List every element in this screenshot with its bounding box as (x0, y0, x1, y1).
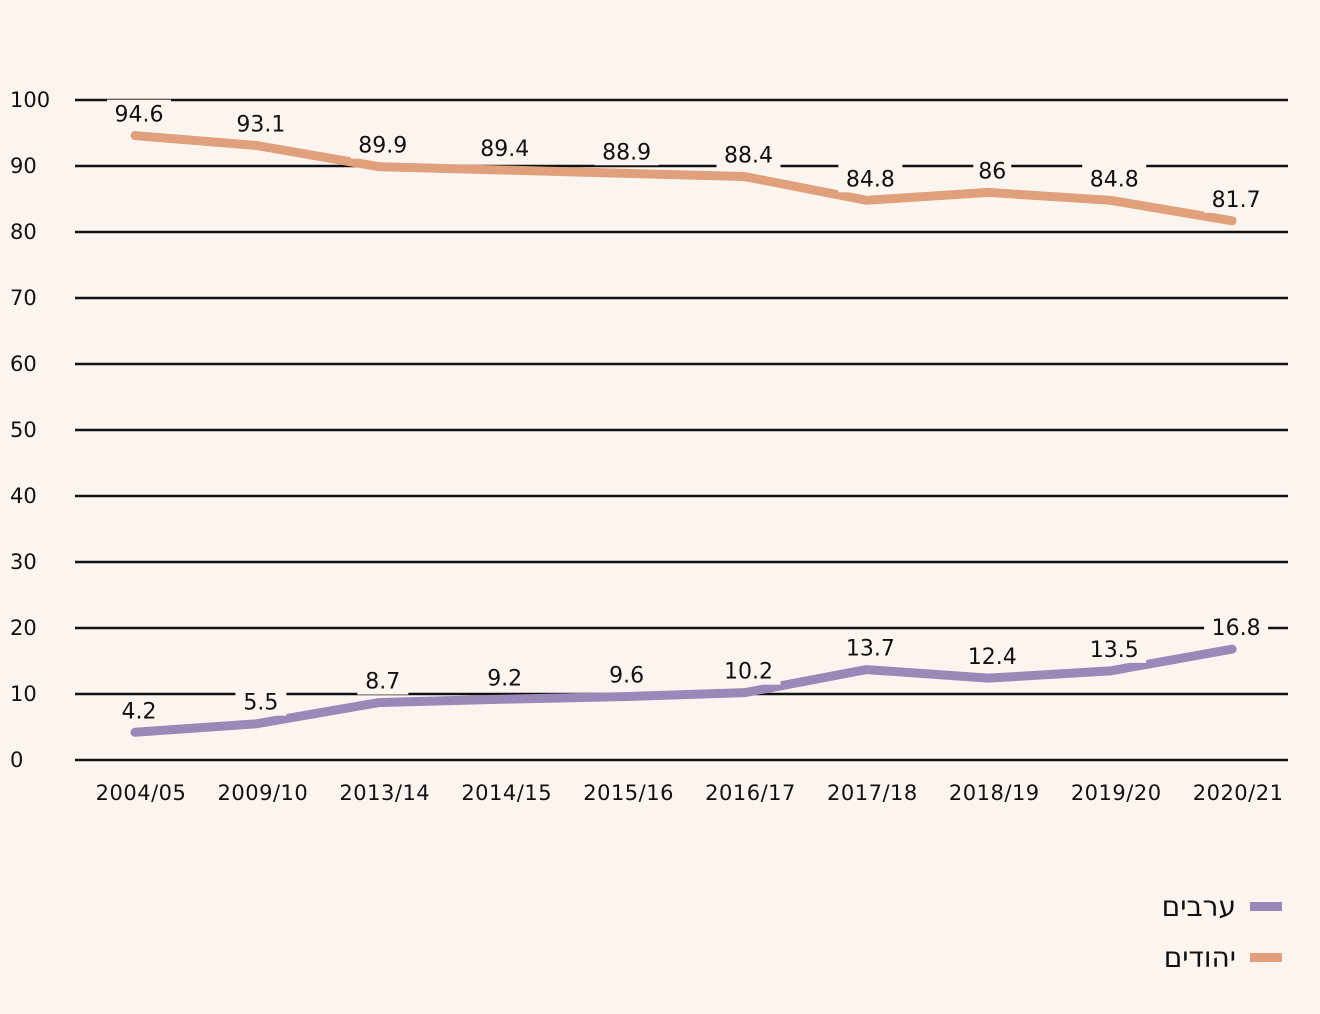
data-label: 13.5 (1090, 638, 1139, 663)
data-label-bg (960, 642, 1025, 671)
y-axis-ticks: 0 10 20 30 40 50 60 70 80 90 100 (10, 88, 50, 772)
y-tick-label: 50 (10, 418, 37, 442)
series-line-1 (130, 644, 1237, 737)
series-lines (130, 131, 1237, 737)
data-label: 9.2 (487, 666, 522, 691)
data-label: 16.8 (1212, 616, 1261, 641)
data-label: 10.2 (724, 660, 773, 685)
x-axis-ticks: 2004/05 2009/10 2013/14 2014/15 2015/16 2016/… (96, 781, 1284, 805)
x-tick-label: 2018/19 (949, 781, 1040, 805)
data-label-bg (1082, 634, 1147, 663)
x-tick-label: 2015/16 (583, 781, 674, 805)
data-label-bg (357, 666, 409, 695)
y-tick-label: 100 (10, 88, 50, 112)
legend-item-arabs: ערבים (1162, 890, 1282, 923)
y-tick-label: 30 (10, 550, 37, 574)
data-label-bg (838, 164, 903, 193)
legend-swatch-jews (1250, 953, 1282, 962)
data-label: 94.6 (115, 103, 164, 128)
data-label-bg (113, 696, 165, 725)
data-label-bg (1204, 184, 1269, 213)
data-label: 86 (978, 159, 1006, 184)
y-tick-label: 20 (10, 616, 37, 640)
data-label: 89.9 (358, 134, 407, 159)
data-label: 4.2 (122, 699, 157, 724)
data-label-bg (1204, 613, 1269, 642)
data-label-bg (838, 633, 903, 662)
y-tick-label: 70 (10, 286, 37, 310)
y-tick-label: 10 (10, 682, 37, 706)
data-label-bg (235, 687, 287, 716)
y-tick-label: 40 (10, 484, 37, 508)
y-tick-label: 90 (10, 154, 37, 178)
data-label: 8.7 (365, 670, 400, 695)
data-label-bg (479, 663, 531, 692)
x-tick-label: 2004/05 (96, 781, 187, 805)
data-label-bg (973, 156, 1012, 185)
legend-label-arabs: ערבים (1161, 890, 1236, 923)
data-label: 88.9 (602, 140, 651, 165)
legend-label-jews: יהודים (1163, 941, 1236, 974)
data-label: 93.1 (236, 113, 285, 138)
y-tick-label: 0 (10, 748, 23, 772)
data-label-bg (1082, 164, 1147, 193)
legend: ערבים יהודים (1162, 890, 1282, 974)
data-label: 12.4 (968, 645, 1017, 670)
data-label-bg (228, 109, 293, 138)
data-labels: 94.6 93.1 89.9 89.4 88.9 88.4 84.8 86 84.8 81.7 4.… (107, 99, 1269, 725)
x-tick-label: 2020/21 (1193, 781, 1284, 805)
data-label-bg (716, 656, 781, 685)
data-label: 89.4 (480, 137, 529, 162)
x-tick-label: 2019/20 (1071, 781, 1162, 805)
data-label-bg (601, 660, 653, 689)
data-label: 9.6 (609, 664, 644, 689)
data-label-bg (350, 130, 415, 159)
data-label: 81.7 (1212, 188, 1261, 213)
data-label: 84.8 (1090, 167, 1139, 192)
data-label: 5.5 (243, 691, 278, 716)
series-line-0 (130, 131, 1237, 226)
y-tick-label: 80 (10, 220, 37, 244)
data-label-bg (594, 137, 659, 166)
x-tick-label: 2013/14 (339, 781, 430, 805)
data-label: 88.4 (724, 144, 773, 169)
data-label: 13.7 (846, 637, 895, 662)
x-tick-label: 2014/15 (461, 781, 552, 805)
data-label-bg (472, 133, 537, 162)
data-label-bg (716, 140, 781, 169)
data-label-bg (107, 99, 171, 128)
x-tick-label: 2016/17 (705, 781, 796, 805)
data-label: 84.8 (846, 167, 895, 192)
x-tick-label: 2017/18 (827, 781, 918, 805)
x-tick-label: 2009/10 (218, 781, 309, 805)
legend-swatch-arabs (1250, 902, 1282, 911)
y-tick-label: 60 (10, 352, 37, 376)
legend-item-jews: יהודים (1164, 941, 1282, 974)
